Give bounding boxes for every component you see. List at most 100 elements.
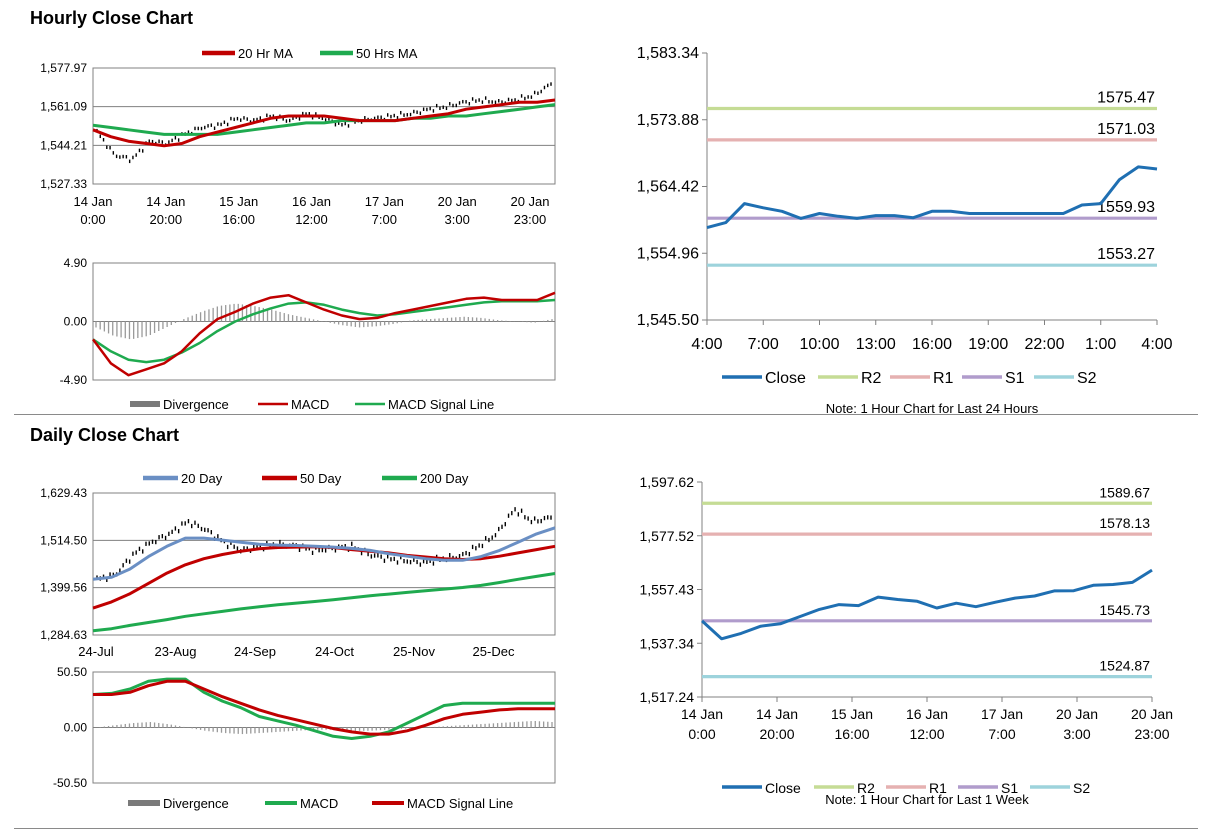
daily-pivot-xtick: 16:00 [834,726,869,742]
hourly-price-xtick: 20 Jan [438,194,477,209]
hourly-price-xtick: 14 Jan [146,194,185,209]
hourly-price-xtick: 3:00 [445,212,470,227]
daily-price-xtick: 24-Sep [234,644,276,659]
daily-price-ytick: 1,284.63 [40,628,87,642]
hourly-pivot-r2-label: 1575.47 [1097,90,1155,107]
hourly-price-ytick: 1,561.09 [40,100,87,114]
hourly-price-ytick: 1,577.97 [40,61,87,75]
daily-pivot-ytick: 1,537.34 [640,635,695,651]
daily-pivot-s2-label: 1524.87 [1099,658,1150,674]
daily-macd-legend-label: Divergence [163,796,229,811]
daily-macd-ytick: -50.50 [53,776,87,790]
hourly-20hr-ma-line [92,98,556,148]
hourly-pivot-xtick: 1:00 [1085,336,1116,353]
daily-pivot-xtick: 17 Jan [981,706,1023,722]
hourly-macd-legend-label: MACD [291,397,329,412]
hourly-price-ytick: 1,544.21 [40,138,87,152]
hourly-price-xtick: 20 Jan [510,194,549,209]
daily-pivot-xtick: 3:00 [1063,726,1090,742]
hourly-price-xtick: 12:00 [295,212,328,227]
hourly-pivot-ytick: 1,545.50 [637,312,699,329]
daily-macd-legend-label: MACD Signal Line [407,796,513,811]
daily-price-ytick: 1,399.56 [40,581,87,595]
hourly-pivot-legend-label: S2 [1077,370,1097,387]
hourly-pivot-legend-label: R2 [861,370,882,387]
hourly-pivot-xtick: 16:00 [912,336,952,353]
daily-price-xtick: 24-Oct [315,644,354,659]
hourly-pivot-xtick: 4:00 [691,336,722,353]
daily-price-frame [92,492,556,636]
hourly-pivot-note: Note: 1 Hour Chart for Last 24 Hours [826,401,1039,416]
daily-pivot-xtick: 15 Jan [831,706,873,722]
hourly-pivot-s2-label: 1553.27 [1097,246,1155,263]
hourly-pivot-r1-label: 1571.03 [1097,121,1155,138]
daily-macd-signal-line [93,679,555,736]
hourly-pivot-ytick: 1,564.42 [637,179,699,196]
daily-macd-ytick: 50.50 [57,665,87,679]
daily-20day-line [92,526,556,581]
hourly-pivot-legend-label: Close [765,370,806,387]
hourly-price-xtick: 14 Jan [73,194,112,209]
daily-price-xtick: 23-Aug [155,644,197,659]
daily-price-ytick: 1,514.50 [40,533,87,547]
hourly-pivot-legend-label: S1 [1005,370,1025,387]
daily-pivot-xtick: 7:00 [988,726,1015,742]
hourly-pivot-close-line [706,165,1158,230]
section-divider [14,414,1198,415]
daily-pivot-close-line [700,568,1153,641]
daily-macd-ytick: 0.00 [64,721,88,735]
hourly-pivot-ytick: 1,554.96 [637,245,699,262]
hourly-price-xtick: 20:00 [150,212,183,227]
hourly-price-xtick: 0:00 [80,212,105,227]
daily-pivot-ytick: 1,597.62 [640,474,695,490]
hourly-pivot-legend-label: R1 [933,370,954,387]
daily-price-xtick: 25-Nov [393,644,435,659]
hourly-pivot-ytick: 1,583.34 [637,45,699,62]
daily-pivot-xtick: 20 Jan [1056,706,1098,722]
daily-price-ytick: 1,629.43 [40,486,87,500]
hourly-macd-ytick: -4.90 [60,373,88,387]
daily-price-legend-label: 200 Day [420,471,469,486]
daily-section-title: Daily Close Chart [30,425,180,445]
daily-macd-legend-label: MACD [300,796,338,811]
hourly-pivot-xtick: 7:00 [748,336,779,353]
daily-pivot-legend-label: Close [765,780,801,796]
daily-price-legend-label: 50 Day [300,471,342,486]
hourly-price-xtick: 17 Jan [365,194,404,209]
hourly-price-ytick: 1,527.33 [40,177,87,191]
daily-macd-line [92,677,555,740]
daily-pivot-r2-label: 1589.67 [1099,484,1150,500]
daily-pivot-legend-label: S1 [1001,780,1018,796]
hourly-price-xtick: 16:00 [222,212,255,227]
hourly-50hr-ma-line [92,103,556,136]
daily-pivot-r1-label: 1578.13 [1099,515,1150,531]
hourly-pivot-xtick: 13:00 [856,336,896,353]
daily-pivot-ytick: 1,517.24 [640,689,695,705]
daily-pivot-legend-label: R2 [857,780,875,796]
daily-pivot-xtick: 0:00 [688,726,715,742]
daily-pivot-xtick: 16 Jan [906,706,948,722]
hourly-pivot-xtick: 4:00 [1141,336,1172,353]
hourly-pivot-xtick: 10:00 [799,336,839,353]
daily-pivot-s1-label: 1545.73 [1099,602,1150,618]
daily-pivot-xtick: 12:00 [909,726,944,742]
hourly-price-frame [92,67,556,185]
hourly-macd-signal-line [92,298,556,364]
daily-200day-line [92,572,556,633]
hourly-price-xtick: 7:00 [372,212,397,227]
hourly-macd-ytick: 4.90 [64,256,88,270]
daily-pivot-legend-label: R1 [929,780,947,796]
hourly-price-xtick: 15 Jan [219,194,258,209]
hourly-pivot-s1-label: 1559.93 [1097,199,1155,216]
hourly-macd-ytick: 0.00 [64,315,88,329]
daily-pivot-xtick: 14 Jan [756,706,798,722]
daily-pivot-ytick: 1,557.43 [640,582,695,598]
hourly-price-xtick: 23:00 [514,212,547,227]
hourly-macd-legend-label: MACD Signal Line [388,397,494,412]
daily-pivot-xtick: 23:00 [1134,726,1169,742]
hourly-macd-line [91,291,556,377]
daily-price-xtick: 25-Dec [473,644,515,659]
hourly-price-legend-label: 50 Hrs MA [356,46,418,61]
daily-price-legend-label: 20 Day [181,471,223,486]
